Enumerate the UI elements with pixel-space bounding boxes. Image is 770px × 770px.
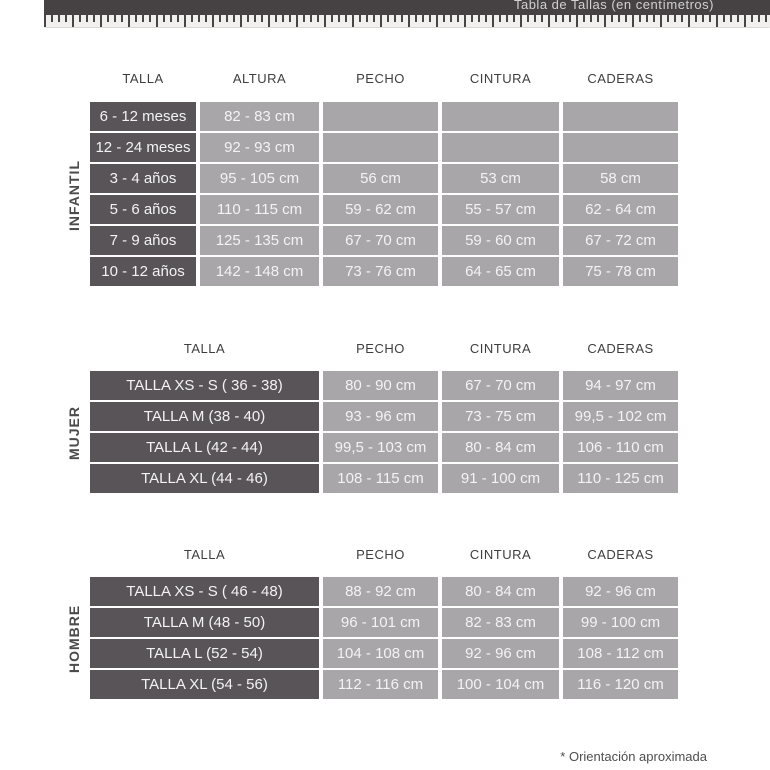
size-cell: 96 - 101 cm: [323, 608, 438, 637]
size-cell: 58 cm: [563, 164, 678, 193]
size-cell: 108 - 115 cm: [323, 464, 438, 493]
mujer-table: TALLA PECHO CINTURA CADERAS TALLA XS - S…: [90, 340, 678, 493]
size-cell: 80 - 90 cm: [323, 371, 438, 400]
talla-cell: 5 - 6 años: [90, 195, 196, 224]
column-header-caderas: CADERAS: [587, 70, 654, 86]
size-cell: 67 - 72 cm: [563, 226, 678, 255]
size-cell: 56 cm: [323, 164, 438, 193]
size-cell: [442, 133, 559, 162]
size-cell: 64 - 65 cm: [442, 257, 559, 286]
column-header-pecho: PECHO: [356, 70, 405, 86]
size-cell: [563, 133, 678, 162]
size-cell: 94 - 97 cm: [563, 371, 678, 400]
size-cell: 106 - 110 cm: [563, 433, 678, 462]
talla-cell: TALLA L (52 - 54): [90, 639, 319, 668]
column-header-cintura: CINTURA: [469, 546, 532, 562]
size-cell: 104 - 108 cm: [323, 639, 438, 668]
talla-cell: TALLA XL (54 - 56): [90, 670, 319, 699]
size-cell: 80 - 84 cm: [442, 433, 559, 462]
talla-cell: TALLA XS - S ( 36 - 38): [90, 371, 319, 400]
column-header-cintura: CINTURA: [469, 70, 532, 86]
size-cell: 99,5 - 102 cm: [563, 402, 678, 431]
talla-cell: TALLA L (42 - 44): [90, 433, 319, 462]
talla-cell: 10 - 12 años: [90, 257, 196, 286]
talla-cell: TALLA M (48 - 50): [90, 608, 319, 637]
column-header-caderas: CADERAS: [587, 546, 654, 562]
size-cell: 108 - 112 cm: [563, 639, 678, 668]
table-header-row: TALLA ALTURA PECHO CINTURA CADERAS: [90, 70, 678, 86]
size-cell: 92 - 93 cm: [200, 133, 319, 162]
page-title: Tabla de Tallas (en centímetros): [513, 0, 714, 12]
section-label-hombre: HOMBRE: [66, 604, 82, 674]
table-header-row: TALLA PECHO CINTURA CADERAS: [90, 340, 678, 356]
ruler-graphic: Tabla de Tallas (en centímetros): [44, 0, 770, 28]
size-cell: 110 - 115 cm: [200, 195, 319, 224]
size-cell: 142 - 148 cm: [200, 257, 319, 286]
size-cell: 80 - 84 cm: [442, 577, 559, 606]
size-cell: 59 - 60 cm: [442, 226, 559, 255]
table-body: TALLA XS - S ( 46 - 48) 88 - 92 cm 80 - …: [90, 577, 678, 699]
size-cell: 82 - 83 cm: [442, 608, 559, 637]
talla-cell: TALLA XS - S ( 46 - 48): [90, 577, 319, 606]
size-cell: 55 - 57 cm: [442, 195, 559, 224]
size-cell: 99,5 - 103 cm: [323, 433, 438, 462]
size-cell: 62 - 64 cm: [563, 195, 678, 224]
column-header-cintura: CINTURA: [469, 340, 532, 356]
size-cell: 100 - 104 cm: [442, 670, 559, 699]
section-label-infantil: INFANTIL: [66, 160, 82, 232]
size-cell: [442, 102, 559, 131]
size-cell: 116 - 120 cm: [563, 670, 678, 699]
talla-cell: TALLA XL (44 - 46): [90, 464, 319, 493]
column-header-pecho: PECHO: [356, 340, 405, 356]
talla-cell: 6 - 12 meses: [90, 102, 196, 131]
size-cell: 53 cm: [442, 164, 559, 193]
size-cell: 59 - 62 cm: [323, 195, 438, 224]
size-cell: 73 - 76 cm: [323, 257, 438, 286]
infantil-table: TALLA ALTURA PECHO CINTURA CADERAS 6 - 1…: [90, 70, 678, 286]
size-cell: 125 - 135 cm: [200, 226, 319, 255]
column-header-pecho: PECHO: [356, 546, 405, 562]
size-cell: 93 - 96 cm: [323, 402, 438, 431]
column-header-caderas: CADERAS: [587, 340, 654, 356]
ruler-bar: Tabla de Tallas (en centímetros): [44, 0, 770, 15]
size-cell: [323, 133, 438, 162]
size-cell: 75 - 78 cm: [563, 257, 678, 286]
talla-cell: TALLA M (38 - 40): [90, 402, 319, 431]
size-cell: 112 - 116 cm: [323, 670, 438, 699]
size-cell: 91 - 100 cm: [442, 464, 559, 493]
table-header-row: TALLA PECHO CINTURA CADERAS: [90, 546, 678, 562]
talla-cell: 12 - 24 meses: [90, 133, 196, 162]
size-cell: [563, 102, 678, 131]
talla-cell: 7 - 9 años: [90, 226, 196, 255]
size-cell: 88 - 92 cm: [323, 577, 438, 606]
column-header-altura: ALTURA: [232, 70, 287, 86]
size-cell: 73 - 75 cm: [442, 402, 559, 431]
size-cell: 92 - 96 cm: [442, 639, 559, 668]
column-header-talla: TALLA: [183, 546, 226, 562]
size-cell: [323, 102, 438, 131]
talla-cell: 3 - 4 años: [90, 164, 196, 193]
table-body: 6 - 12 meses 82 - 83 cm 12 - 24 meses 92…: [90, 102, 678, 286]
size-cell: 95 - 105 cm: [200, 164, 319, 193]
size-cell: 110 - 125 cm: [563, 464, 678, 493]
size-cell: 67 - 70 cm: [323, 226, 438, 255]
size-cell: 92 - 96 cm: [563, 577, 678, 606]
section-label-mujer: MUJER: [66, 406, 82, 461]
column-header-talla: TALLA: [183, 340, 226, 356]
size-cell: 67 - 70 cm: [442, 371, 559, 400]
size-cell: 82 - 83 cm: [200, 102, 319, 131]
table-body: TALLA XS - S ( 36 - 38) 80 - 90 cm 67 - …: [90, 371, 678, 493]
ruler-ticks: [44, 15, 770, 27]
column-header-talla: TALLA: [122, 70, 164, 86]
footnote: * Orientación aproximada: [560, 749, 707, 764]
hombre-table: TALLA PECHO CINTURA CADERAS TALLA XS - S…: [90, 546, 678, 699]
size-cell: 99 - 100 cm: [563, 608, 678, 637]
